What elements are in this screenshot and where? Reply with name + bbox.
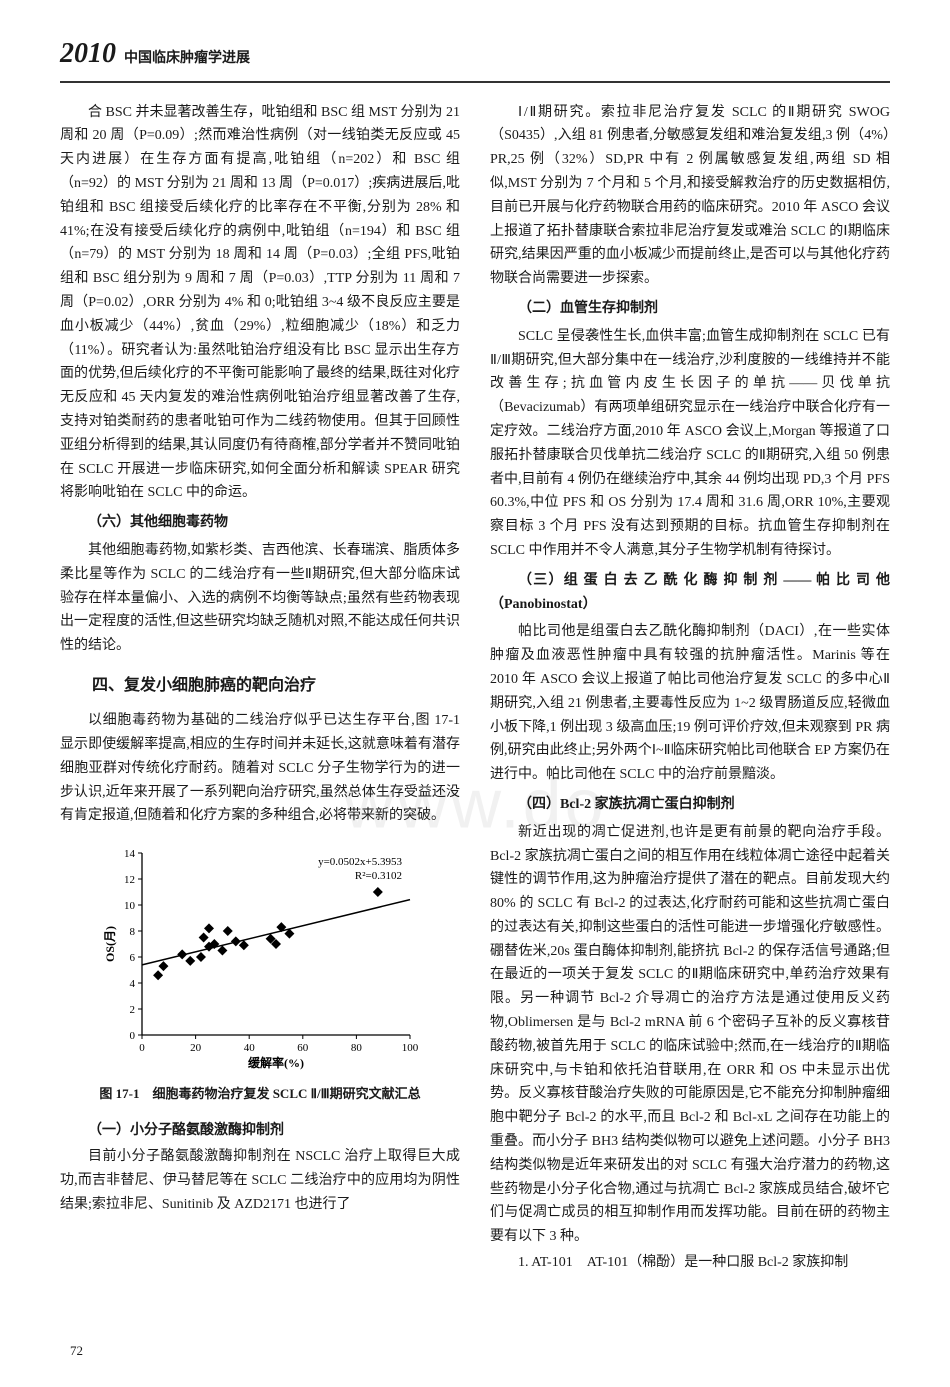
section-heading-4-main: 四、复发小细胞肺癌的靶向治疗 bbox=[60, 672, 460, 699]
body-paragraph: 1. AT-101 AT-101（棉酚）是一种口服 Bcl-2 家族抑制 bbox=[490, 1251, 890, 1275]
svg-text:6: 6 bbox=[130, 952, 136, 964]
body-paragraph: 帕比司他是组蛋白去乙酰化酶抑制剂（DACI）,在一些实体肿瘤及血液恶性肿瘤中具有… bbox=[490, 620, 890, 787]
svg-text:20: 20 bbox=[190, 1042, 202, 1054]
left-column: 合 BSC 并未显著改善生存，吡铂组和 BSC 组 MST 分别为 21 周和 … bbox=[60, 101, 460, 1277]
right-column: Ⅰ/Ⅱ期研究。索拉非尼治疗复发 SCLC 的Ⅱ期研究 SWOG（S0435）,入… bbox=[490, 101, 890, 1277]
svg-text:12: 12 bbox=[124, 874, 135, 886]
svg-text:8: 8 bbox=[130, 926, 136, 938]
svg-text:40: 40 bbox=[244, 1042, 256, 1054]
header-title: 中国临床肿瘤学进展 bbox=[124, 47, 250, 71]
svg-text:60: 60 bbox=[297, 1042, 309, 1054]
svg-text:R²=0.3102: R²=0.3102 bbox=[355, 870, 402, 882]
chart-svg: 0 20 40 60 80 100 0 2 4 6 8 10 12 14 y=0.0502x+5.3953 R… bbox=[100, 843, 420, 1073]
body-paragraph: 合 BSC 并未显著改善生存，吡铂组和 BSC 组 MST 分别为 21 周和 … bbox=[60, 101, 460, 506]
body-paragraph: 其他细胞毒药物,如紫杉类、吉西他滨、长春瑞滨、脂质体多柔比星等作为 SCLC 的… bbox=[60, 539, 460, 658]
svg-text:80: 80 bbox=[351, 1042, 363, 1054]
chart-caption: 图 17-1 细胞毒药物治疗复发 SCLC Ⅱ/Ⅲ期研究文献汇总 bbox=[60, 1083, 460, 1105]
svg-text:0: 0 bbox=[139, 1042, 145, 1054]
page-number: 72 bbox=[70, 1340, 83, 1362]
body-paragraph: Ⅰ/Ⅱ期研究。索拉非尼治疗复发 SCLC 的Ⅱ期研究 SWOG（S0435）,入… bbox=[490, 101, 890, 291]
section-heading-4: （四）Bcl-2 家族抗凋亡蛋白抑制剂 bbox=[490, 793, 890, 817]
section-heading-2: （二）血管生存抑制剂 bbox=[490, 297, 890, 321]
body-paragraph: 以细胞毒药物为基础的二线治疗似乎已达生存平台,图 17-1 显示即使缓解率提高,… bbox=[60, 709, 460, 828]
scatter-chart: 0 20 40 60 80 100 0 2 4 6 8 10 12 14 y=0.0502x+5.3953 R… bbox=[100, 843, 420, 1073]
svg-text:14: 14 bbox=[124, 848, 136, 860]
sub-heading-1: （一）小分子酪氨酸激酶抑制剂 bbox=[60, 1119, 460, 1143]
page-header: 2010 中国临床肿瘤学进展 bbox=[60, 30, 890, 83]
svg-text:2: 2 bbox=[130, 1004, 136, 1016]
body-paragraph: 目前小分子酪氨酸激酶抑制剂在 NSCLC 治疗上取得巨大成功,而吉非替尼、伊马替… bbox=[60, 1145, 460, 1216]
section-heading-6: （六）其他细胞毒药物 bbox=[60, 511, 460, 535]
body-paragraph: SCLC 呈侵袭性生长,血供丰富;血管生成抑制剂在 SCLC 已有Ⅱ/Ⅲ期研究,… bbox=[490, 325, 890, 563]
svg-text:0: 0 bbox=[130, 1030, 136, 1042]
svg-text:缓解率(%): 缓解率(%) bbox=[248, 1055, 304, 1070]
header-year: 2010 bbox=[60, 30, 116, 78]
svg-text:y=0.0502x+5.3953: y=0.0502x+5.3953 bbox=[318, 856, 402, 868]
svg-text:OS(月): OS(月) bbox=[103, 926, 117, 962]
svg-text:10: 10 bbox=[124, 900, 136, 912]
body-paragraph: 新近出现的凋亡促进剂,也许是更有前景的靶向治疗手段。Bcl-2 家族抗凋亡蛋白之… bbox=[490, 821, 890, 1249]
svg-text:4: 4 bbox=[130, 978, 136, 990]
svg-text:100: 100 bbox=[402, 1042, 419, 1054]
section-heading-3: （三）组 蛋 白 去 乙 酰 化 酶 抑 制 剂 —— 帕 比 司 他（Pano… bbox=[490, 569, 890, 617]
